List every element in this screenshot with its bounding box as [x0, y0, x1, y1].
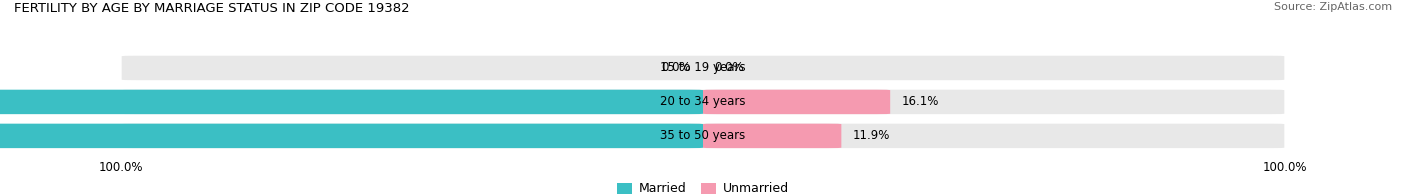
FancyBboxPatch shape	[122, 124, 1284, 148]
Text: 35 to 50 years: 35 to 50 years	[661, 129, 745, 142]
FancyBboxPatch shape	[0, 90, 703, 114]
Text: 0.0%: 0.0%	[662, 62, 692, 74]
FancyBboxPatch shape	[703, 90, 890, 114]
FancyBboxPatch shape	[122, 90, 1284, 114]
FancyBboxPatch shape	[703, 124, 841, 148]
Text: 0.0%: 0.0%	[714, 62, 744, 74]
Text: Source: ZipAtlas.com: Source: ZipAtlas.com	[1274, 2, 1392, 12]
Text: FERTILITY BY AGE BY MARRIAGE STATUS IN ZIP CODE 19382: FERTILITY BY AGE BY MARRIAGE STATUS IN Z…	[14, 2, 409, 15]
FancyBboxPatch shape	[0, 124, 703, 148]
Text: 100.0%: 100.0%	[1263, 161, 1308, 174]
Text: 100.0%: 100.0%	[98, 161, 143, 174]
Text: 15 to 19 years: 15 to 19 years	[661, 62, 745, 74]
Legend: Married, Unmarried: Married, Unmarried	[612, 177, 794, 196]
Text: 16.1%: 16.1%	[901, 95, 939, 108]
Text: 20 to 34 years: 20 to 34 years	[661, 95, 745, 108]
Text: 11.9%: 11.9%	[853, 129, 890, 142]
FancyBboxPatch shape	[122, 56, 1284, 80]
